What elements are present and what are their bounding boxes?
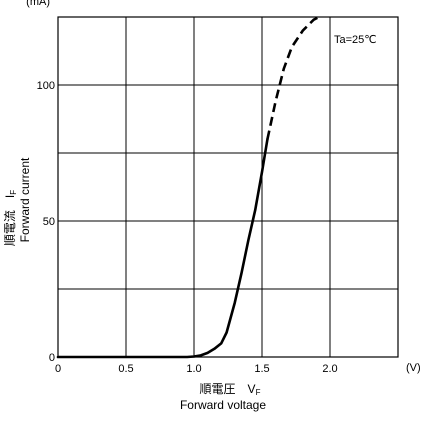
- x-tick-label: 2.0: [322, 363, 337, 375]
- y-axis-label-subscript: F: [9, 190, 18, 195]
- x-axis-label-jp: 順電圧 VF: [200, 382, 261, 397]
- y-axis-label-jp: 順電流 IF: [3, 190, 18, 246]
- plot-frame: [57, 16, 399, 358]
- x-tick-labels: 0 0.5 1.0 1.5 2.0: [55, 363, 338, 375]
- x-axis-label-en: Forward voltage: [180, 398, 266, 412]
- y-tick-label: 0: [49, 352, 55, 364]
- y-axis-unit: (mA): [26, 0, 50, 8]
- temperature-annotation: Ta=25℃: [334, 34, 377, 46]
- y-axis-label-en: Forward current: [18, 157, 32, 242]
- x-tick-label: 0.5: [118, 363, 133, 375]
- x-axis-label-subscript: F: [256, 388, 261, 397]
- y-tick-labels: 0 50 100: [37, 80, 55, 364]
- forward-curve-dashed: [266, 15, 320, 140]
- x-axis-label-jp-text: 順電圧 V: [200, 382, 256, 396]
- x-tick-label: 1.5: [254, 363, 269, 375]
- grid-layer: [58, 17, 398, 357]
- y-tick-label: 100: [37, 80, 55, 92]
- x-tick-label: 0: [55, 363, 61, 375]
- x-tick-label: 1.0: [186, 363, 201, 375]
- y-axis-label-jp-text: 順電流 I: [3, 195, 17, 246]
- y-tick-label: 50: [43, 216, 55, 228]
- forward-curve-solid: [56, 138, 269, 359]
- x-axis-unit: (V): [406, 362, 421, 374]
